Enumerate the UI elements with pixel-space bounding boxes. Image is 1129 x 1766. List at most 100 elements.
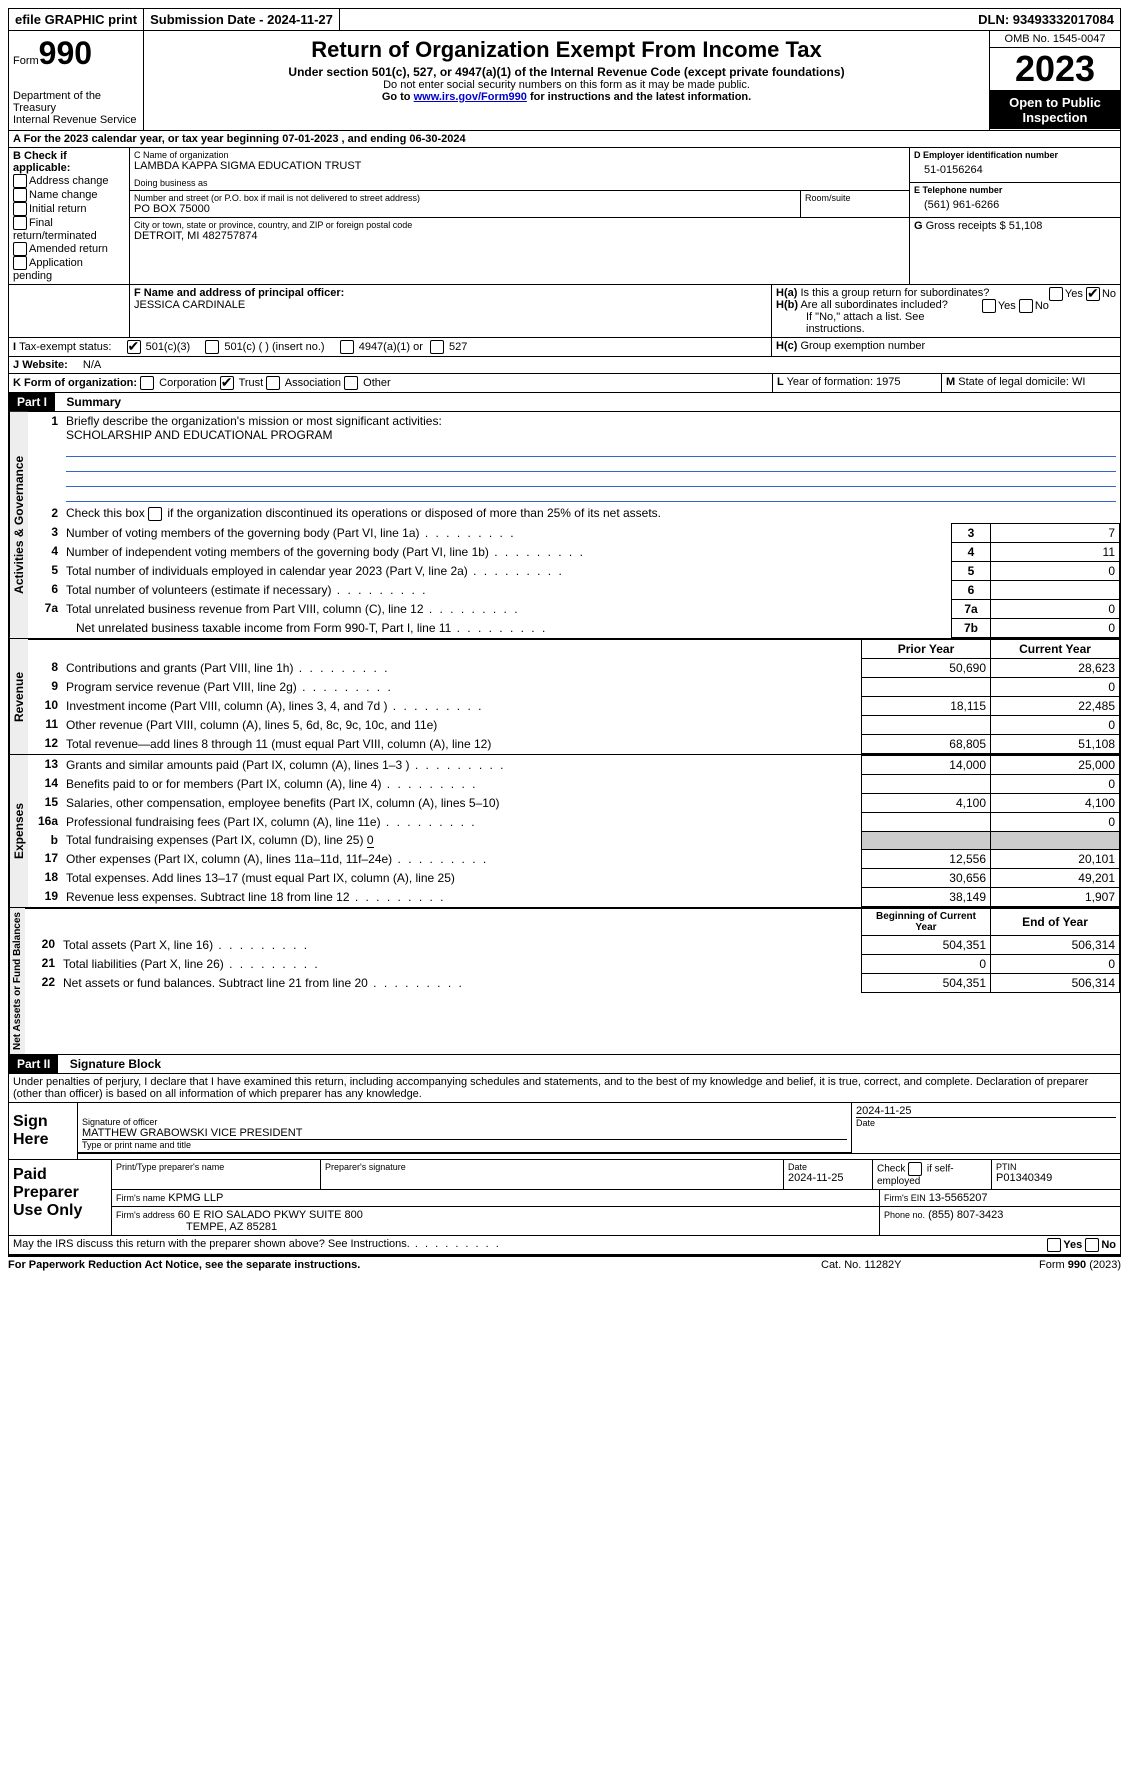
end-year-header: End of Year (991, 908, 1120, 935)
form-number-box: Form990 Department of the Treasury Inter… (9, 31, 144, 130)
gross-receipts: Gross receipts $ 51,108 (926, 220, 1043, 232)
part2-label: Part II (9, 1055, 58, 1073)
discuss-no-checkbox[interactable] (1085, 1238, 1099, 1252)
website-value: N/A (83, 359, 101, 371)
line-a: A For the 2023 calendar year, or tax yea… (8, 131, 1121, 148)
ha-yes-checkbox[interactable] (1049, 287, 1063, 301)
firm-ein-label: Firm's EIN (884, 1193, 926, 1203)
527-checkbox[interactable] (430, 340, 444, 354)
name-change-checkbox[interactable] (13, 188, 27, 202)
other-label: Other (363, 377, 391, 389)
l22-prior: 504,351 (862, 973, 991, 992)
form-prefix: Form (13, 55, 39, 67)
org-info-block: B Check if applicable: Address change Na… (8, 148, 1121, 285)
footer-row: For Paperwork Reduction Act Notice, see … (8, 1257, 1121, 1273)
expenses-section: Expenses 13Grants and similar amounts pa… (8, 755, 1121, 908)
app-pending-checkbox[interactable] (13, 256, 27, 270)
addr-change-label: Address change (29, 175, 109, 187)
l21-current: 0 (991, 954, 1120, 973)
l16a-label: Professional fundraising fees (Part IX, … (62, 812, 862, 831)
year-formation: Year of formation: 1975 (787, 376, 901, 388)
part2-title: Signature Block (62, 1055, 169, 1073)
other-checkbox[interactable] (344, 376, 358, 390)
assoc-checkbox[interactable] (266, 376, 280, 390)
dept-treasury: Department of the Treasury (13, 90, 139, 114)
l18-prior: 30,656 (862, 868, 991, 887)
discuss-no-label: No (1101, 1239, 1116, 1251)
e-label: E Telephone number (914, 185, 1116, 195)
l2-checkbox[interactable] (148, 507, 162, 521)
ha-no-checkbox[interactable] (1086, 287, 1100, 301)
l7b-value: 0 (991, 618, 1120, 637)
l4-value: 11 (991, 542, 1120, 561)
current-year-header: Current Year (991, 639, 1120, 658)
l15-prior: 4,100 (862, 793, 991, 812)
l9-current: 0 (991, 677, 1120, 696)
l20-prior: 504,351 (862, 935, 991, 954)
begin-year-header: Beginning of Current Year (862, 908, 991, 935)
paid-preparer-block: Paid Preparer Use Only Print/Type prepar… (8, 1160, 1121, 1236)
header-right-box: OMB No. 1545-0047 2023 Open to Public In… (989, 31, 1120, 130)
amended-return-checkbox[interactable] (13, 242, 27, 256)
4947-label: 4947(a)(1) or (359, 341, 423, 353)
klm-row: K Form of organization: Corporation Trus… (8, 374, 1121, 393)
501c3-checkbox[interactable] (127, 340, 141, 354)
l4-label: Number of independent voting members of … (62, 542, 952, 561)
discuss-yes-checkbox[interactable] (1047, 1238, 1061, 1252)
officer-sig-label: Signature of officer (82, 1117, 847, 1127)
part1-title: Summary (58, 393, 129, 411)
l20-current: 506,314 (991, 935, 1120, 954)
l18-current: 49,201 (991, 868, 1120, 887)
d-label: D Employer identification number (914, 150, 1116, 160)
4947-checkbox[interactable] (340, 340, 354, 354)
final-return-checkbox[interactable] (13, 216, 27, 230)
vlabel-governance: Activities & Governance (9, 412, 28, 638)
vlabel-expenses: Expenses (9, 755, 28, 907)
irs-link[interactable]: www.irs.gov/Form990 (414, 91, 527, 103)
hb-yes-checkbox[interactable] (982, 299, 996, 313)
firm-ein: 13-5565207 (929, 1192, 988, 1204)
perjury-declaration: Under penalties of perjury, I declare th… (8, 1074, 1121, 1103)
501c-checkbox[interactable] (205, 340, 219, 354)
corp-label: Corporation (159, 377, 216, 389)
assoc-label: Association (285, 377, 341, 389)
l12-current: 51,108 (991, 734, 1120, 753)
trust-checkbox[interactable] (220, 376, 234, 390)
addr-change-checkbox[interactable] (13, 174, 27, 188)
self-employed-checkbox[interactable] (908, 1162, 922, 1176)
l10-prior: 18,115 (862, 696, 991, 715)
ein-value: 51-0156264 (914, 160, 1116, 180)
phone-value: (561) 961-6266 (914, 195, 1116, 215)
l6-label: Total number of volunteers (estimate if … (62, 580, 952, 599)
l16a-prior (862, 812, 991, 831)
firm-addr1: 60 E RIO SALADO PKWY SUITE 800 (178, 1209, 363, 1221)
sign-here-block: Sign Here Signature of officer MATTHEW G… (8, 1103, 1121, 1160)
c-name-label: C Name of organization (134, 150, 905, 160)
ssn-note: Do not enter social security numbers on … (152, 79, 981, 91)
corp-checkbox[interactable] (140, 376, 154, 390)
l3-value: 7 (991, 523, 1120, 542)
hb-no-checkbox[interactable] (1019, 299, 1033, 313)
goto-post: for instructions and the latest informat… (527, 91, 751, 103)
omb-number: OMB No. 1545-0047 (990, 31, 1120, 47)
firm-addr2: TEMPE, AZ 85281 (116, 1221, 277, 1233)
l16b-label: Total fundraising expenses (Part IX, col… (66, 833, 367, 847)
room-label: Room/suite (805, 193, 905, 203)
city-label: City or town, state or province, country… (134, 220, 905, 230)
activities-governance: Activities & Governance 1 Briefly descri… (8, 412, 1121, 639)
vlabel-revenue: Revenue (9, 639, 28, 754)
l16b-value: 0 (367, 833, 374, 848)
sign-date-label: Date (856, 1118, 1116, 1128)
form-title: Return of Organization Exempt From Incom… (152, 37, 981, 63)
l17-prior: 12,556 (862, 849, 991, 868)
firm-phone: (855) 807-3423 (928, 1209, 1003, 1221)
l19-prior: 38,149 (862, 887, 991, 906)
initial-return-checkbox[interactable] (13, 202, 27, 216)
officer-name: MATTHEW GRABOWSKI VICE PRESIDENT (82, 1127, 847, 1139)
f-h-row: F Name and address of principal officer:… (8, 285, 1121, 338)
l15-label: Salaries, other compensation, employee b… (62, 793, 862, 812)
b-label: B Check if applicable: (13, 150, 125, 174)
l17-label: Other expenses (Part IX, column (A), lin… (62, 849, 862, 868)
l3-label: Number of voting members of the governin… (62, 523, 952, 542)
l21-label: Total liabilities (Part X, line 26) (59, 954, 862, 973)
